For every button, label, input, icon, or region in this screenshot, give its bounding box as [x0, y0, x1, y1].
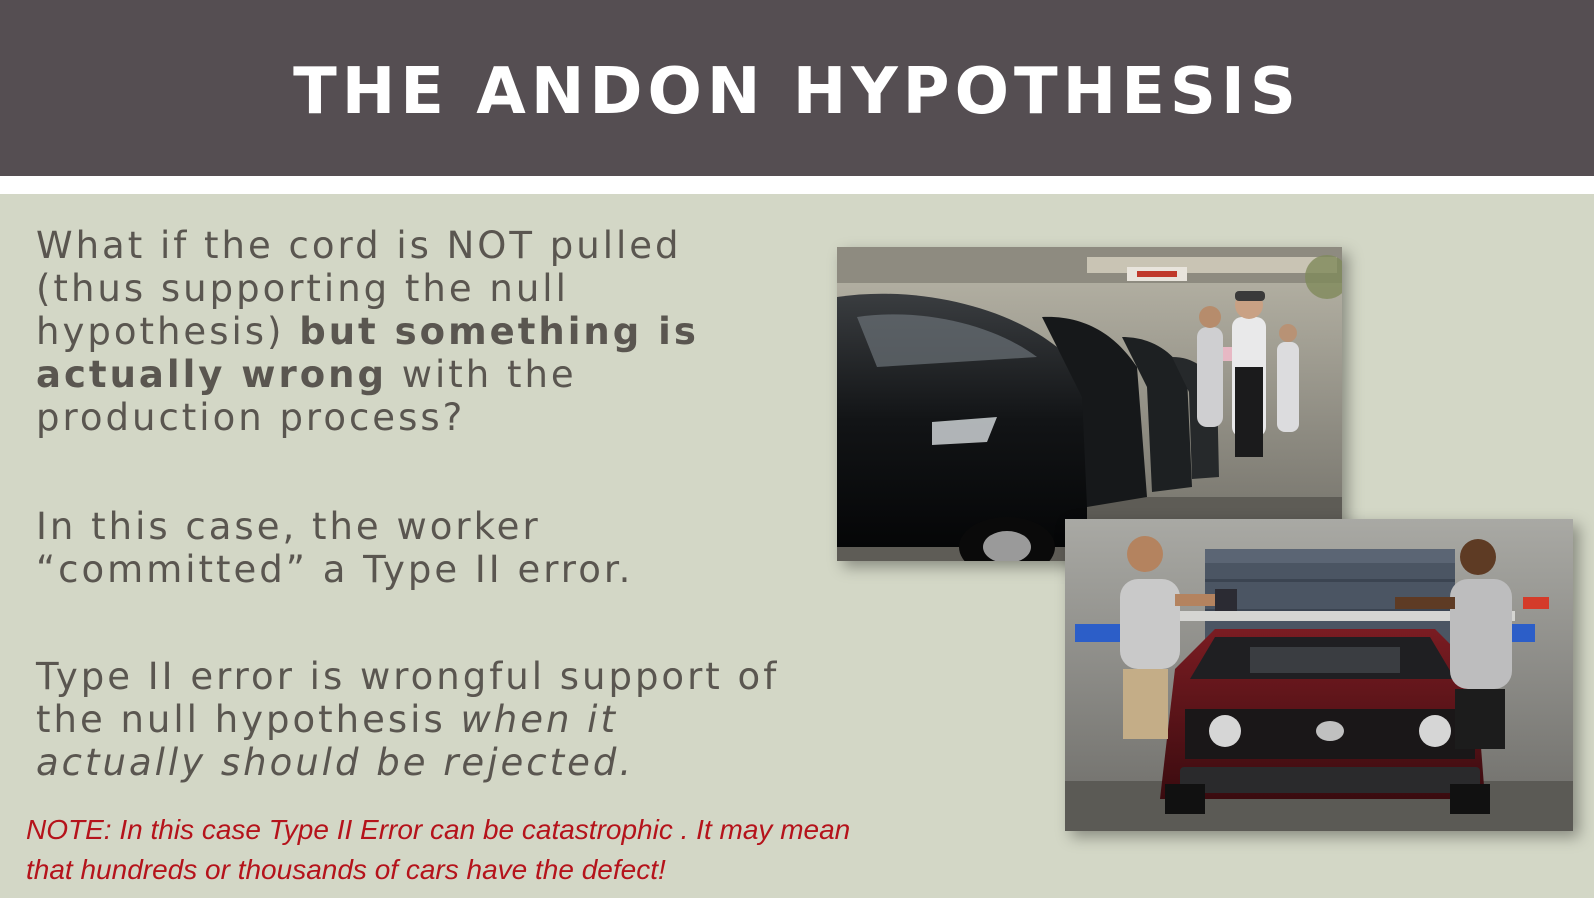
slide-title: THE ANDON HYPOTHESIS	[293, 55, 1301, 129]
paragraph1-text-c: with the production process?	[36, 353, 577, 439]
assembly-line-photo	[837, 247, 1342, 561]
paragraph-type-ii-committed: In this case, the worker “committed” a T…	[36, 505, 634, 591]
title-divider	[0, 176, 1594, 194]
note-line-2: that hundreds or thousands of cars have …	[26, 854, 666, 885]
assembly-line-photo-illustration	[837, 247, 1342, 561]
paragraph-cord-not-pulled: What if the cord is NOT pulled (thus sup…	[36, 224, 796, 439]
red-suv-photo	[1065, 519, 1573, 831]
paragraph1-text-a: What if the cord is NOT pulled (thus sup…	[36, 224, 682, 353]
title-bar: THE ANDON HYPOTHESIS	[0, 0, 1594, 176]
paragraph3-text-a: Type II error is wrongful support of the…	[36, 655, 780, 741]
red-suv-photo-illustration	[1065, 519, 1573, 831]
paragraph1-bold-text: but something is actually wrong	[36, 310, 699, 396]
note-line-1: NOTE: In this case Type II Error can be …	[26, 814, 851, 845]
paragraph-type-ii-definition: Type II error is wrongful support of the…	[36, 655, 796, 784]
paragraph3-italic-text: when it actually should be rejected.	[36, 698, 635, 784]
note-warning: NOTE: In this case Type II Error can be …	[26, 810, 986, 890]
